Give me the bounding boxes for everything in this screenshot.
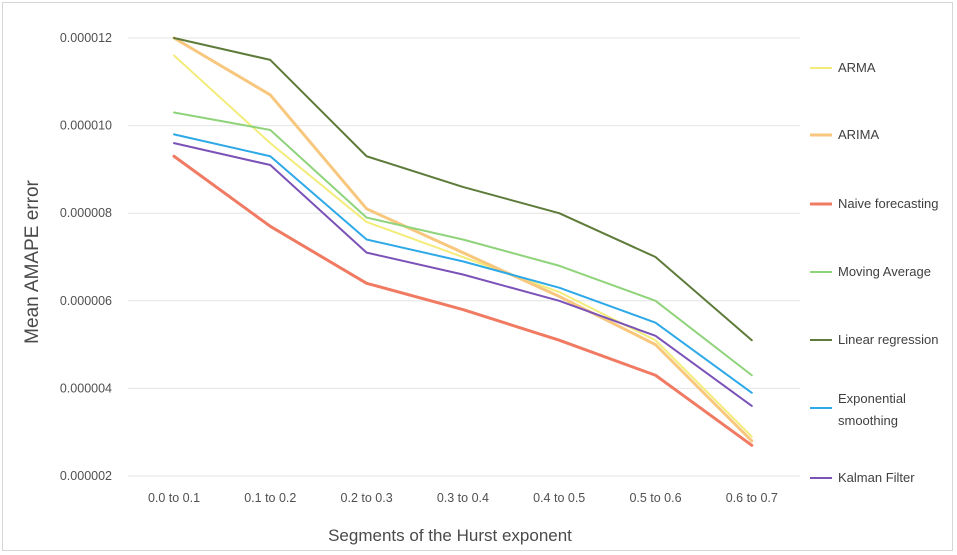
x-axis-ticks: 0.0 to 0.1 0.1 to 0.2 0.2 to 0.3 0.3 to 0.4… (148, 491, 778, 505)
series-lines (172, 36, 754, 447)
legend-item-naive-forecasting: Naive forecasting (810, 196, 938, 211)
legend: ARMA ARIMA Naive forecasting Moving Average… (810, 60, 938, 485)
x-axis-title: Segments of the Hurst exponent (328, 526, 572, 545)
y-tick-label: 0.000004 (60, 381, 112, 395)
gridlines (128, 37, 800, 477)
legend-label: Exponential (838, 391, 906, 406)
legend-item-exponential-smoothing: Exponential smoothing (810, 391, 906, 428)
legend-label: Kalman Filter (838, 470, 915, 485)
y-axis-ticks: 0.000002 0.000004 0.000006 0.000008 0.000010… (60, 31, 112, 483)
series-line-arma (173, 54, 753, 438)
x-tick-label: 0.3 to 0.4 (437, 491, 489, 505)
series-line-kalman-filter (173, 142, 753, 407)
legend-label: Moving Average (838, 264, 931, 279)
series-line-naive-forecasting (172, 154, 754, 447)
x-tick-label: 0.2 to 0.3 (341, 491, 393, 505)
y-tick-label: 0.000008 (60, 206, 112, 220)
series-line-moving-average (173, 111, 753, 377)
x-tick-label: 0.4 to 0.5 (533, 491, 585, 505)
series-line-linear-regression (173, 37, 753, 342)
legend-item-arima: ARIMA (810, 127, 880, 142)
x-tick-label: 0.0 to 0.1 (148, 491, 200, 505)
legend-item-linear-regression: Linear regression (810, 332, 938, 347)
legend-label: smoothing (838, 413, 898, 428)
x-tick-label: 0.6 to 0.7 (726, 491, 778, 505)
series-line-exponential-smoothing (173, 133, 753, 394)
x-tick-label: 0.5 to 0.6 (629, 491, 681, 505)
legend-label: ARMA (838, 60, 876, 75)
legend-label: Linear regression (838, 332, 938, 347)
y-tick-label: 0.000012 (60, 31, 112, 45)
legend-item-kalman-filter: Kalman Filter (810, 470, 915, 485)
legend-item-arma: ARMA (810, 60, 876, 75)
y-tick-label: 0.000002 (60, 469, 112, 483)
legend-label: Naive forecasting (838, 196, 938, 211)
y-tick-label: 0.000010 (60, 119, 112, 133)
legend-label: ARIMA (838, 127, 880, 142)
series-line-arima (172, 36, 754, 443)
x-tick-label: 0.1 to 0.2 (244, 491, 296, 505)
legend-item-moving-average: Moving Average (810, 264, 931, 279)
y-tick-label: 0.000006 (60, 294, 112, 308)
y-axis-title: Mean AMAPE error (22, 179, 43, 343)
